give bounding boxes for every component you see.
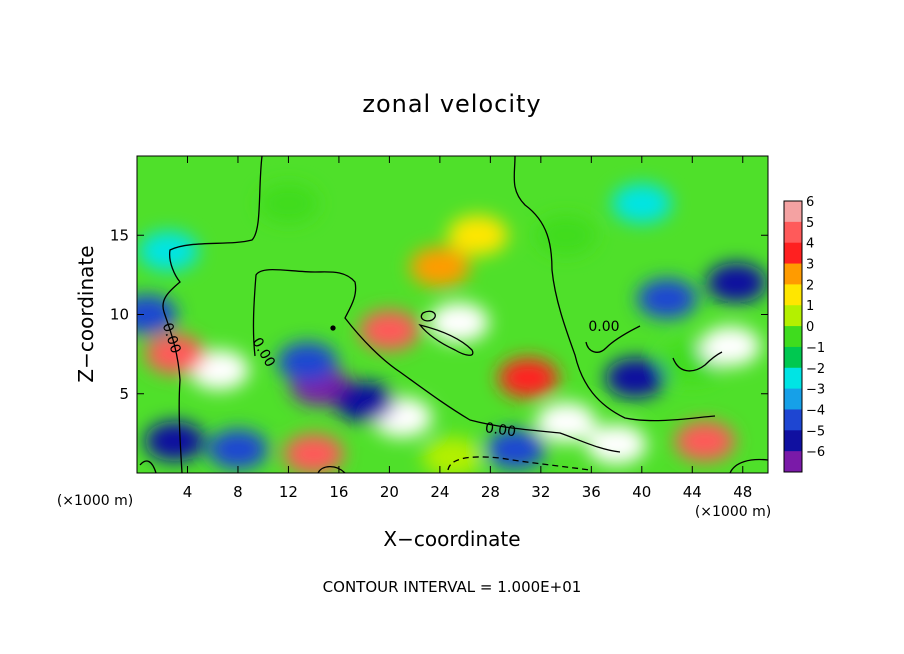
- colorbar-label: −1: [806, 341, 825, 356]
- colorbar-swatch: [784, 326, 802, 348]
- colorbar-label: 6: [806, 195, 814, 210]
- x-tick-label: 40: [632, 483, 651, 501]
- field-feature: [283, 433, 344, 473]
- field-feature: [674, 421, 735, 462]
- field-feature: [611, 183, 672, 224]
- field-feature: [485, 429, 546, 470]
- colorbar-label: −6: [806, 445, 825, 460]
- colorbar-frame: [783, 200, 803, 473]
- x-tick-label: 24: [430, 483, 449, 501]
- colorbar: 6 5 4 3 2 1 0 −1 −2 −3 −4 −5 −6: [783, 195, 825, 473]
- field-feature: [637, 278, 698, 319]
- colorbar-swatch: [784, 284, 802, 306]
- y-ticks: 5 10 15: [110, 226, 768, 403]
- x-tick-label: 16: [329, 483, 348, 501]
- field-feature: [277, 342, 338, 383]
- contour-line: [317, 465, 346, 473]
- field-feature: [189, 349, 250, 390]
- x-axis-label: X−coordinate: [383, 527, 520, 551]
- field-feature: [258, 183, 319, 224]
- colorbar-label: 2: [806, 278, 814, 293]
- field-feature: [137, 294, 178, 335]
- x-tick-label: 36: [582, 483, 601, 501]
- contour-line: [672, 351, 723, 372]
- colorbar-label: −5: [806, 424, 825, 439]
- contour-line: [447, 456, 591, 471]
- colorbar-label: −3: [806, 383, 825, 398]
- colorbar-label: 0: [806, 320, 814, 335]
- colorbar-label: 1: [806, 299, 814, 314]
- field-feature: [144, 421, 205, 462]
- x-tick-label: 48: [733, 483, 752, 501]
- marker-dot: [330, 325, 336, 331]
- colorbar-swatch: [784, 451, 802, 473]
- x-unit-left: (×1000 m): [57, 493, 133, 509]
- colorbar-swatch: [784, 388, 802, 410]
- field-feature: [498, 357, 559, 398]
- field-feature: [706, 262, 767, 303]
- contour-line: [252, 268, 621, 453]
- plot-area: 0.00 0.000.000.00 4 8 12 16 20 24 28 32 36 40 44 48 …: [110, 155, 769, 501]
- colorbar-swatch: [784, 263, 802, 285]
- colorbar-label: 4: [806, 237, 814, 252]
- y-tick-label: 10: [110, 306, 129, 324]
- y-axis-label: Z−coordinate: [74, 245, 98, 382]
- field-feature: [144, 334, 205, 375]
- field-feature: [536, 402, 597, 443]
- contour-interval-footer: CONTOUR INTERVAL = 1.000E+01: [323, 578, 582, 596]
- velocity-field: [137, 183, 767, 473]
- contour-line: [139, 460, 157, 473]
- colorbar-swatch: [784, 409, 802, 431]
- x-tick-label: 12: [279, 483, 298, 501]
- colorbar-swatch: [784, 346, 802, 369]
- contour-line: [585, 325, 641, 353]
- zero-contours: [139, 156, 768, 473]
- field-feature: [422, 437, 483, 473]
- field-feature: [586, 424, 647, 465]
- colorbar-label: −4: [806, 403, 825, 418]
- contour-line: [162, 156, 263, 473]
- field-feature: [138, 231, 199, 272]
- contour-line: [420, 310, 436, 322]
- colorbar-swatch: [784, 221, 802, 244]
- colorbar-swatch: [784, 367, 802, 390]
- x-tick-label: 32: [531, 483, 550, 501]
- colorbar-swatch: [784, 242, 802, 265]
- field-feature: [207, 429, 268, 470]
- colorbar-label: 5: [806, 216, 814, 231]
- chart-title: zonal velocity: [362, 90, 541, 118]
- x-unit-right: (×1000 m): [695, 504, 771, 520]
- x-tick-label: 8: [233, 483, 243, 501]
- contour-line: [418, 323, 474, 356]
- field-feature: [700, 326, 761, 367]
- x-tick-label: 4: [183, 483, 193, 501]
- y-tick-label: 15: [110, 226, 129, 244]
- contour-line: [729, 458, 768, 473]
- colorbar-swatch: [784, 430, 802, 452]
- field-feature: [605, 357, 666, 398]
- field-feature: [359, 310, 420, 351]
- x-tick-label: 28: [481, 483, 500, 501]
- y-tick-label: 5: [119, 385, 129, 403]
- field-feature: [447, 215, 508, 256]
- colorbar-swatch: [784, 201, 802, 223]
- colorbar-label: 3: [806, 258, 814, 273]
- field-feature: [536, 215, 597, 256]
- contour-label: 0.00: [588, 319, 619, 335]
- field-feature: [409, 246, 470, 287]
- x-ticks: 4 8 12 16 20 24 28 32 36 40 44 48: [183, 156, 752, 501]
- colorbar-swatch: [784, 305, 802, 327]
- field-feature: [334, 381, 395, 422]
- contour-line: [513, 156, 716, 422]
- contour-label: 0.00: [484, 420, 517, 440]
- x-tick-label: 20: [380, 483, 399, 501]
- field-feature: [428, 302, 489, 343]
- x-tick-label: 44: [683, 483, 702, 501]
- colorbar-label: −2: [806, 362, 825, 377]
